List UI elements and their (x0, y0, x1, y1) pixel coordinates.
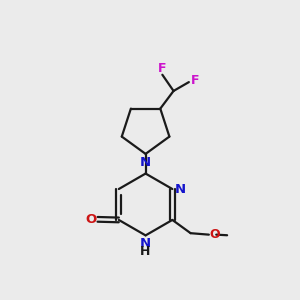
Text: N: N (140, 156, 151, 169)
Text: H: H (140, 245, 150, 258)
Text: F: F (190, 74, 199, 87)
Text: O: O (85, 213, 97, 226)
Text: F: F (158, 62, 166, 75)
Text: N: N (140, 237, 151, 250)
Text: N: N (175, 182, 186, 196)
Text: O: O (210, 228, 220, 241)
